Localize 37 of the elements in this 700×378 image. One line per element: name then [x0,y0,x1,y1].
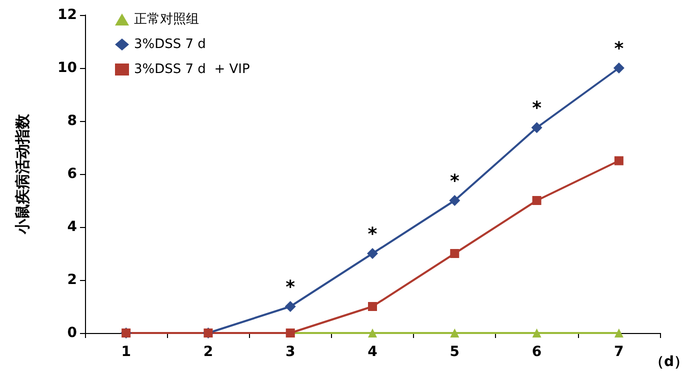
point [532,196,542,205]
x-tick-label: 4 [368,344,378,360]
point [531,122,542,134]
point [284,301,296,312]
y-tick-label: 12 [58,7,77,23]
point [367,248,378,259]
point [368,328,377,338]
x-tick-label: 1 [121,344,131,360]
y-tick-label: 10 [58,60,78,76]
legend-label: 正常对照组 [134,12,199,27]
annotation: * [450,171,460,192]
x-tick-label: 7 [614,344,624,360]
y-tick-label: 8 [67,113,77,129]
y-tick-label: 0 [67,325,78,341]
x-tick-label: 5 [450,344,460,360]
point [532,328,542,338]
point [613,62,624,74]
annotation: * [532,98,542,120]
x-tick-label: 6 [532,344,542,360]
legend-label: 3%DSS 7 d + VIP [134,62,250,77]
legend-label: 3%DSS 7 d [134,37,206,52]
point [449,195,460,206]
point [450,249,460,258]
x-axis-title: （d） [650,354,688,370]
annotation: * [614,38,624,60]
y-tick-label: 6 [67,166,77,182]
y-tick-label: 4 [67,219,78,235]
point [614,156,624,166]
point [450,328,460,338]
x-tick-label: 2 [203,344,214,360]
y-tick-label: 2 [67,272,77,288]
y-axis-title: 小鼠疾病活动指数 [14,113,32,235]
annotation: * [286,277,296,298]
point [614,328,624,338]
annotation: * [368,224,378,245]
point [368,302,377,311]
x-tick-label: 3 [285,344,296,360]
